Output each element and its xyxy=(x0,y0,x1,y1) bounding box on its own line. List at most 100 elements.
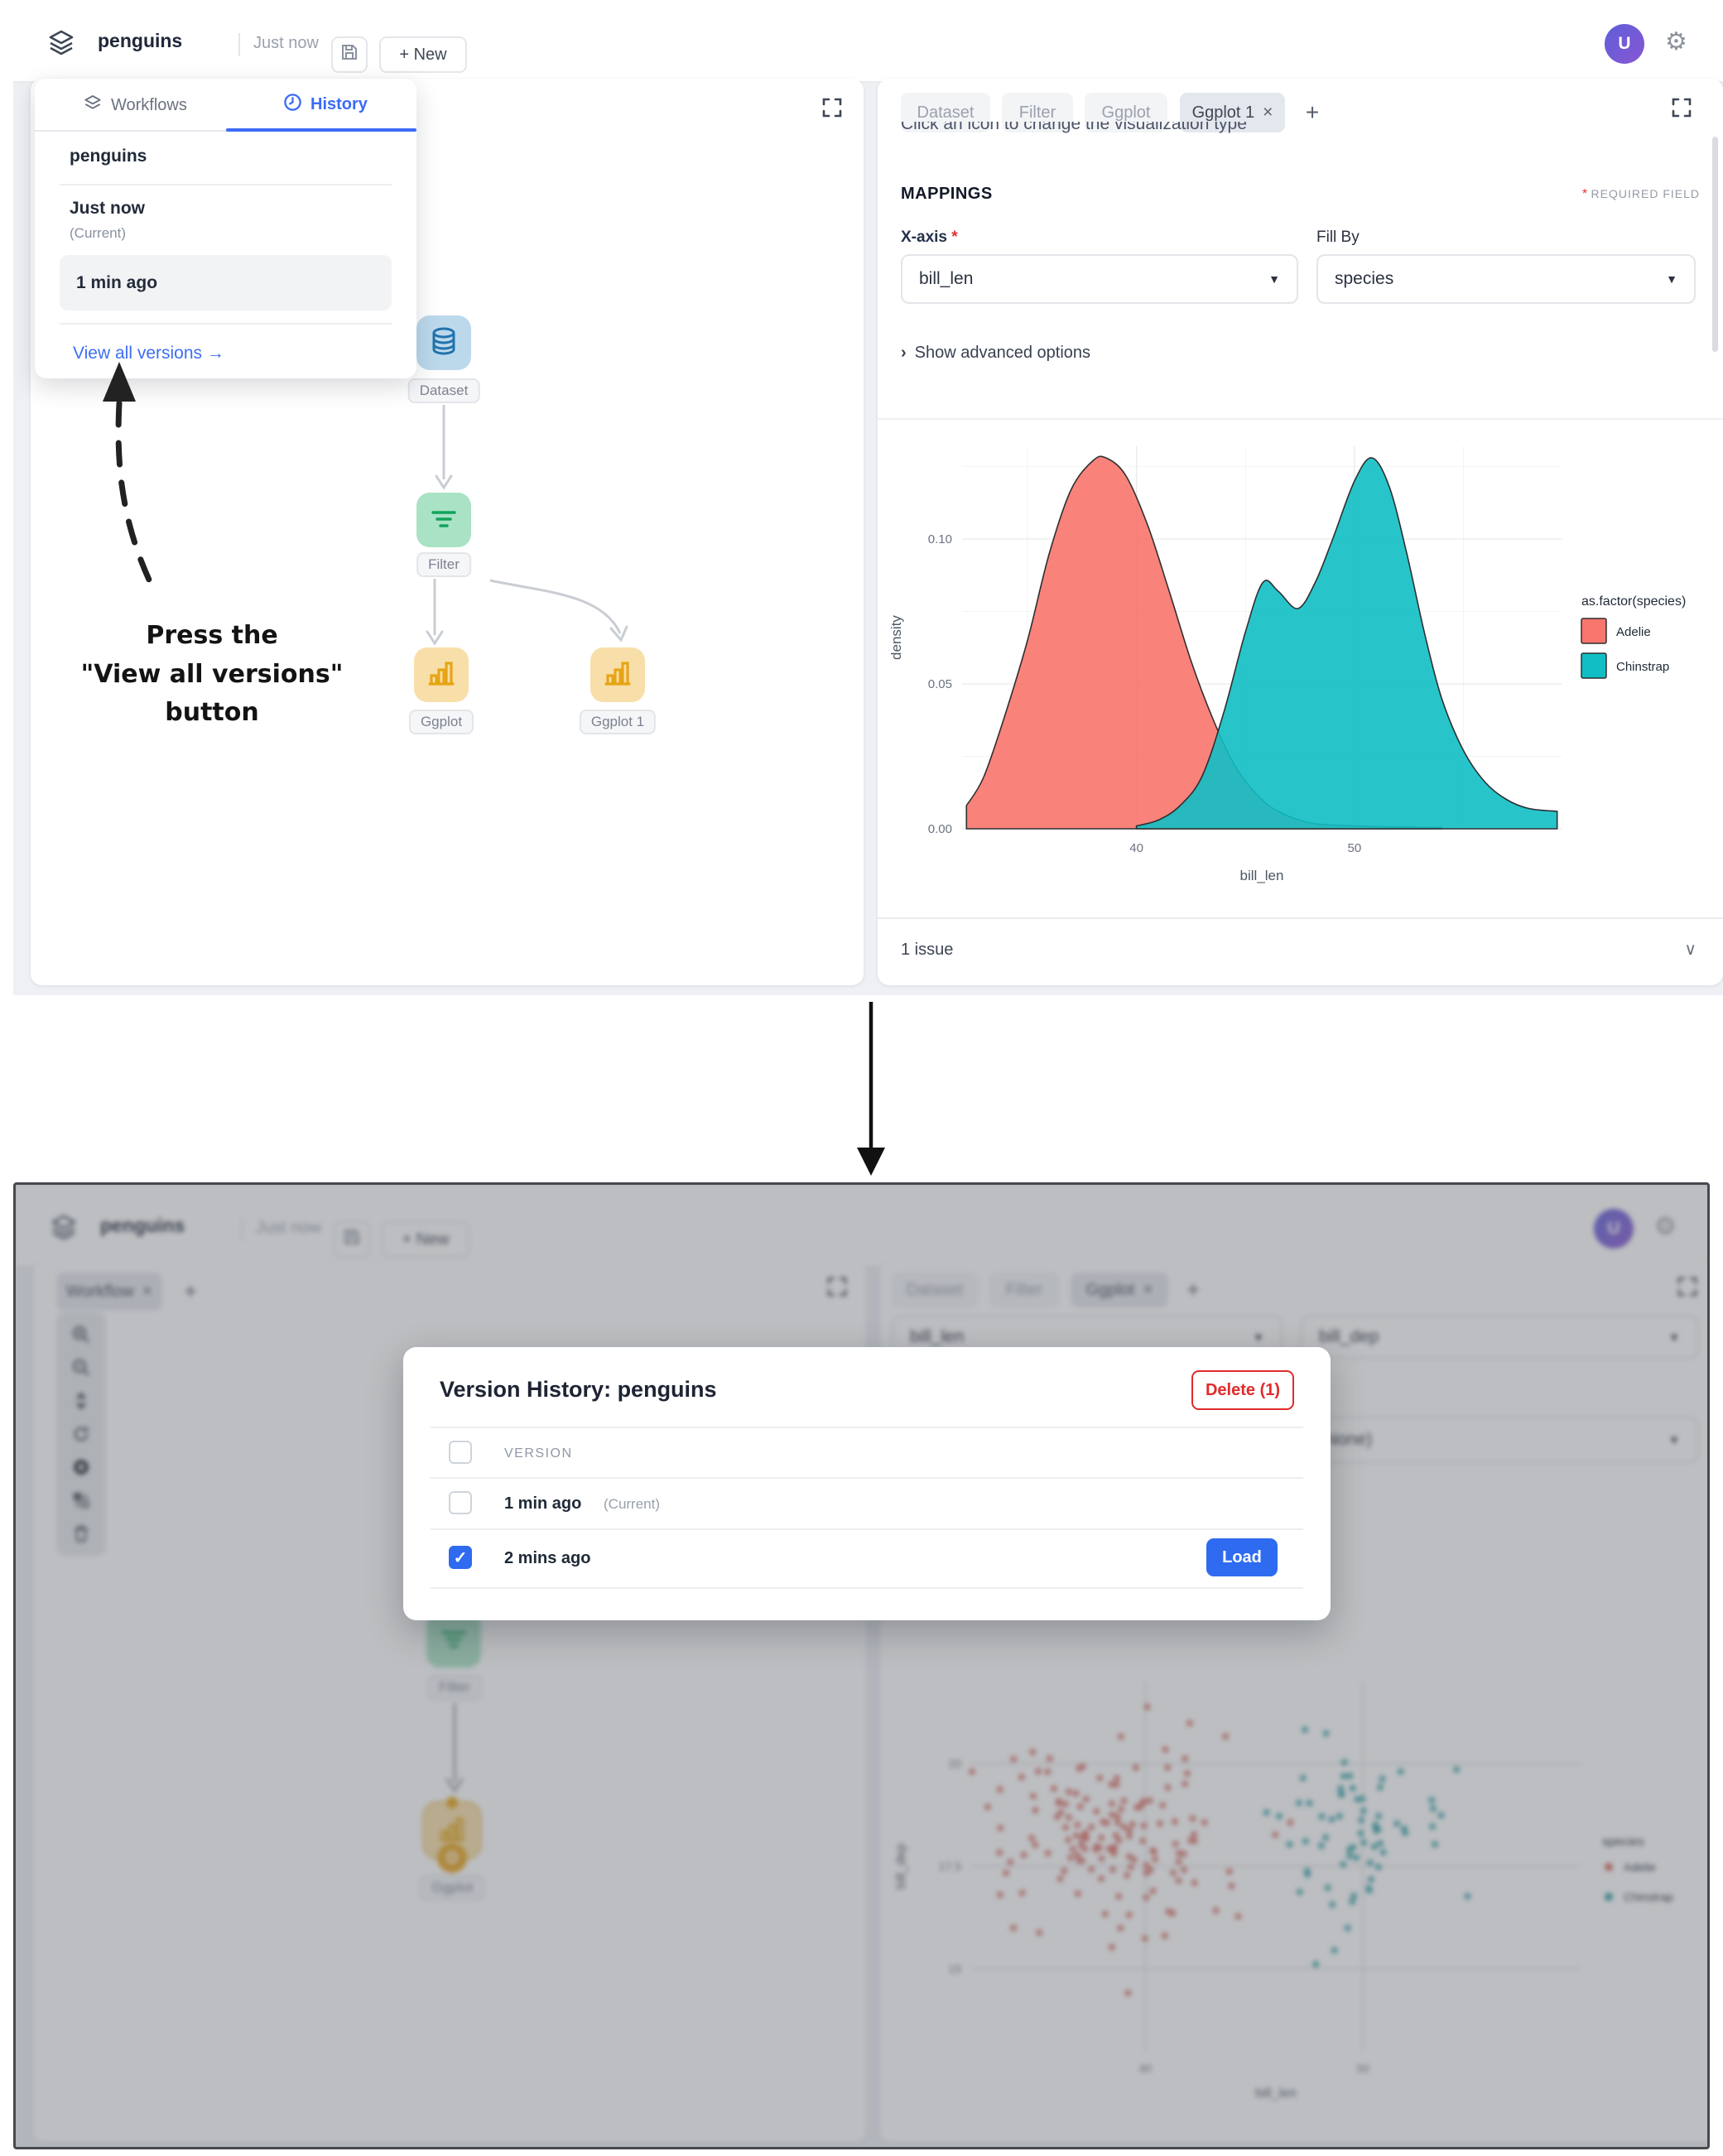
canvas-expand-icon[interactable] xyxy=(826,1276,848,1297)
bottom-color-select[interactable]: (None) ▼ xyxy=(1301,1417,1698,1463)
app-logo-layers-icon xyxy=(46,27,76,61)
chart-text: bill_len xyxy=(1240,868,1284,883)
issues-row[interactable]: 1 issue ∨ xyxy=(878,917,1723,985)
snapshot-icon[interactable] xyxy=(70,1489,92,1511)
bar-chart-icon xyxy=(603,659,633,691)
tab-history[interactable]: History xyxy=(283,93,368,117)
zoom-out-icon[interactable] xyxy=(70,1357,92,1379)
dropdown-arrow-icon: ▼ xyxy=(1668,1433,1680,1446)
panel-tab-dataset[interactable]: Dataset xyxy=(901,93,990,132)
user-avatar[interactable]: U xyxy=(1594,1209,1634,1249)
top-screenshot: penguins Just now + New U ⚙ xyxy=(13,0,1723,995)
add-tab-button[interactable]: + xyxy=(1186,1277,1201,1302)
zoom-in-icon[interactable] xyxy=(70,1324,92,1345)
panel-tab-dataset[interactable]: Dataset xyxy=(892,1273,978,1307)
trash-icon[interactable] xyxy=(70,1523,92,1544)
node-gear-badge[interactable]: ⚙ xyxy=(437,1843,467,1873)
history-popover: Workflows History penguins Just now (Cur… xyxy=(35,79,416,378)
panel-tab-filter[interactable]: Filter xyxy=(989,1273,1059,1307)
close-tab-icon[interactable]: × xyxy=(1263,103,1273,122)
panel-expand-icon[interactable] xyxy=(1677,1276,1698,1297)
version-current-label[interactable]: Just now xyxy=(70,199,146,218)
modal-divider-2 xyxy=(431,1477,1303,1479)
panel-tab-ggplot-1[interactable]: Ggplot 1 × xyxy=(1180,93,1285,132)
modal-divider-4 xyxy=(431,1587,1303,1589)
annotation-text: Press the "View all versions" button xyxy=(38,617,386,733)
panel-tab-ggplot[interactable]: Ggplot × xyxy=(1071,1273,1168,1307)
view-all-versions-link[interactable]: View all versions → xyxy=(73,344,224,363)
bottom-yaxis-select[interactable]: bill_dep ▼ xyxy=(1301,1316,1698,1359)
dropdown-arrow-icon: ▼ xyxy=(1666,272,1677,286)
mappings-title: MAPPINGS xyxy=(901,185,993,203)
version-item-1-min-ago[interactable]: 1 min ago xyxy=(60,255,392,310)
reset-icon[interactable] xyxy=(70,1423,92,1445)
advanced-options-toggle[interactable]: › Show advanced options xyxy=(901,344,1091,362)
annotation-dashed-arrow xyxy=(103,362,157,594)
fillby-select[interactable]: species ▼ xyxy=(1316,254,1696,304)
load-button[interactable]: Load xyxy=(1206,1538,1278,1576)
node-dataset[interactable] xyxy=(416,315,471,370)
density-plot: 0.00 0.05 0.10 40 50 bill_len density as.factor… xyxy=(888,446,1686,883)
node-filter[interactable] xyxy=(416,493,471,547)
xaxis-select[interactable]: bill_len ▼ xyxy=(901,254,1298,304)
node-filter[interactable] xyxy=(426,1613,481,1668)
canvas-expand-icon[interactable] xyxy=(821,97,843,118)
tab-workflows[interactable]: Workflows xyxy=(83,93,187,118)
bottom-screenshot: penguins Just now + New U ⚙ Workflow xyxy=(13,1182,1710,2149)
clipped-hint-clip: Click an icon to change the visualizatio… xyxy=(901,122,1364,140)
new-button[interactable]: + New xyxy=(379,36,467,73)
chart-text: 15 xyxy=(948,1962,961,1976)
node-ggplot-selected[interactable]: ⚙ xyxy=(425,1797,479,1873)
issues-count: 1 issue xyxy=(901,941,954,959)
node-input-port xyxy=(446,1797,458,1808)
popover-workflow-name: penguins xyxy=(70,147,147,166)
workflow-tab[interactable]: Workflow × xyxy=(56,1273,162,1311)
row-2-checkbox[interactable]: ✓ xyxy=(449,1546,472,1569)
panel-expand-icon[interactable] xyxy=(1671,97,1692,118)
panel-tab-filter[interactable]: Filter xyxy=(1002,93,1073,132)
chart-text: 50 xyxy=(1356,2062,1369,2075)
visualization-hint: Click an icon to change the visualizatio… xyxy=(901,122,1247,133)
row-1-checkbox[interactable] xyxy=(449,1491,472,1514)
node-ggplot[interactable] xyxy=(414,647,469,702)
user-avatar[interactable]: U xyxy=(1605,24,1644,64)
node-ggplot-1[interactable] xyxy=(590,647,645,702)
add-tab-button[interactable]: + xyxy=(1305,99,1320,125)
save-button[interactable] xyxy=(334,1221,370,1258)
modal-divider-1 xyxy=(431,1427,1303,1428)
settings-gear-icon[interactable]: ⚙ xyxy=(1654,1213,1677,1240)
settings-gear-icon[interactable]: ⚙ xyxy=(1665,28,1687,55)
save-button[interactable] xyxy=(331,36,368,73)
dropdown-arrow-icon: ▼ xyxy=(1268,272,1280,286)
annotation-line-2: "View all versions" xyxy=(80,659,344,689)
app-logo-layers-icon xyxy=(49,1212,79,1246)
close-tab-icon: × xyxy=(1143,1280,1153,1299)
workflow-tab-label: Workflow xyxy=(65,1282,134,1301)
bar-chart-icon xyxy=(426,659,456,691)
select-all-checkbox[interactable] xyxy=(449,1441,472,1464)
active-tab-underline xyxy=(226,128,416,132)
save-floppy-icon xyxy=(342,1227,362,1252)
new-button[interactable]: + New xyxy=(382,1221,469,1258)
node-label-ggplot: Ggplot xyxy=(408,710,474,734)
fillby-label: Fill By xyxy=(1316,229,1360,246)
chart-text: 0.10 xyxy=(928,532,952,546)
annotation-line-1: Press the xyxy=(146,621,278,650)
scatter-plot: 15 17.5 20 40 50 bill_len bill_dep species Adeli… xyxy=(894,1682,1673,2101)
panel-scrollbar[interactable] xyxy=(1712,137,1718,352)
add-tab-button[interactable]: + xyxy=(183,1278,198,1304)
popover-divider-2 xyxy=(60,323,392,325)
node-label-ggplot-1: Ggplot 1 xyxy=(579,710,657,734)
bottom-header: penguins Just now + New U ⚙ xyxy=(16,1185,1707,1268)
dropdown-arrow-icon: ▼ xyxy=(1668,1331,1680,1344)
record-icon[interactable] xyxy=(70,1456,92,1478)
xaxis-label: X-axis * xyxy=(901,229,958,246)
panel-tab-ggplot[interactable]: Ggplot xyxy=(1085,93,1167,132)
chart-text: bill_len xyxy=(1255,2086,1297,2101)
delete-button[interactable]: Delete (1) xyxy=(1191,1370,1294,1410)
fit-view-icon[interactable] xyxy=(70,1390,92,1412)
check-icon: ✓ xyxy=(453,1548,468,1567)
panel-divider xyxy=(878,418,1723,420)
chart-text: 40 xyxy=(1138,2062,1152,2075)
